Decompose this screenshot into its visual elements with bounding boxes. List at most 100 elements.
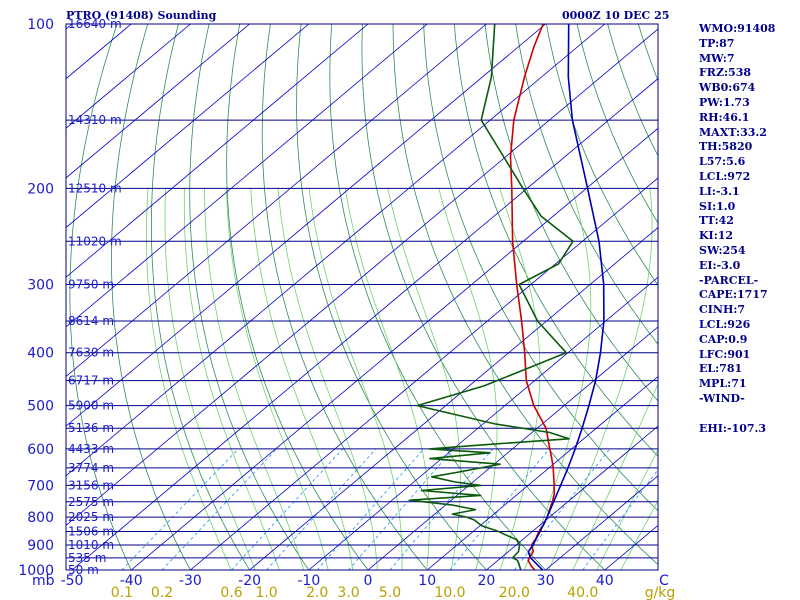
isotherm xyxy=(66,28,658,526)
moist-adiabat xyxy=(308,188,403,570)
mixing-ratio-label: 1.0 xyxy=(255,585,277,600)
mixing-ratio-label: 10.0 xyxy=(434,585,465,600)
moist-adiabat xyxy=(387,188,461,570)
moist-adiabat xyxy=(344,188,430,570)
index-item: MAXT:33.2 xyxy=(699,125,767,139)
isotherm xyxy=(66,24,250,179)
mixing-ratio-line xyxy=(582,469,658,570)
index-item: CAPE:1717 xyxy=(699,288,768,302)
index-item: KI:12 xyxy=(699,229,734,243)
temperature-tick-label: 0 xyxy=(364,573,373,589)
pressure-tick-label: 500 xyxy=(27,399,54,415)
isotherm xyxy=(249,227,658,570)
parcel-profile xyxy=(527,24,605,570)
mixing-ratio-line xyxy=(449,448,550,570)
height-label: 2025 m xyxy=(68,510,114,524)
isotherm xyxy=(190,177,658,570)
height-label: 14310 m xyxy=(68,113,122,127)
height-label: 3156 m xyxy=(68,478,114,492)
dry-adiabat xyxy=(515,24,658,345)
isotherm xyxy=(486,425,658,570)
height-label: 5900 m xyxy=(68,399,114,413)
temperature-tick-label: -30 xyxy=(179,573,202,589)
height-label: 50 m xyxy=(68,563,99,577)
moist-adiabat xyxy=(620,500,658,570)
moist-adiabat xyxy=(146,188,232,570)
index-item: LFC:901 xyxy=(699,347,751,361)
pressure-tick-label: 800 xyxy=(27,510,54,526)
dry-adiabat xyxy=(484,24,658,402)
temperature-tick-label: -50 xyxy=(61,573,84,589)
moist-adiabat xyxy=(438,188,498,570)
isotherm xyxy=(66,24,369,278)
moist-adiabat xyxy=(523,188,592,570)
isotherm xyxy=(66,24,191,129)
dry-adiabat xyxy=(296,24,487,570)
height-label: 12510 m xyxy=(68,181,122,195)
moist-adiabat xyxy=(164,188,256,570)
pressure-tick-label: 1000 xyxy=(18,563,54,579)
mixing-ratio-label: 3.0 xyxy=(337,585,359,600)
index-item: EI:-3.0 xyxy=(699,258,741,272)
height-label: 2575 m xyxy=(68,495,114,509)
index-item: TP:87 xyxy=(699,36,735,50)
index-item: -PARCEL- xyxy=(699,273,759,287)
moist-adiabat xyxy=(226,188,329,570)
dry-adiabat xyxy=(392,24,658,566)
temperature-tick-label: 40 xyxy=(596,573,614,589)
index-item: CINH:7 xyxy=(699,303,746,317)
pressure-tick-label: 100 xyxy=(27,17,54,33)
pressure-tick-label: 700 xyxy=(27,478,54,494)
dry-adiabat xyxy=(69,24,132,570)
index-item: TT:42 xyxy=(699,214,734,228)
moist-adiabat xyxy=(572,382,658,570)
height-label: 5136 m xyxy=(68,421,114,435)
dry-adiabat xyxy=(111,24,191,570)
pressure-tick-label: 900 xyxy=(27,538,54,554)
mixing-ratio-label: 0.1 xyxy=(111,585,133,600)
moist-adiabat xyxy=(548,188,653,570)
mixing-ratio-line xyxy=(121,448,239,570)
pressure-tick-label: 300 xyxy=(27,278,54,294)
isotherm xyxy=(71,78,658,570)
moist-adiabat xyxy=(277,188,378,570)
moist-adiabat xyxy=(250,188,354,570)
chart-title: PTRO (91408) Sounding xyxy=(66,9,217,22)
plot-frame xyxy=(65,23,659,571)
isotherm xyxy=(66,24,428,328)
index-item: -WIND- xyxy=(699,391,745,405)
height-label: 7630 m xyxy=(68,346,114,360)
index-item: MPL:71 xyxy=(699,377,747,391)
temperature-unit-label: C xyxy=(659,573,669,589)
temperature-tick-label: -20 xyxy=(238,573,261,589)
index-item: MW:7 xyxy=(699,51,735,65)
pressure-tick-label: 400 xyxy=(27,346,54,362)
dry-adiabat xyxy=(261,24,428,570)
index-item: LCL:926 xyxy=(699,317,751,331)
temperature-tick-label: 20 xyxy=(477,573,495,589)
dry-adiabat xyxy=(545,24,658,286)
dry-adiabat xyxy=(329,24,547,570)
sounding-profiles xyxy=(409,24,605,570)
temperature-tick-label: -10 xyxy=(297,573,320,589)
height-label: 9750 m xyxy=(68,278,114,292)
mixing-ratio-label: 0.2 xyxy=(151,585,173,600)
dry-adiabat xyxy=(189,24,310,570)
temperature-tick-label: 30 xyxy=(537,573,555,589)
mixing-ratio-line xyxy=(316,448,425,570)
dry-adiabat xyxy=(226,24,369,570)
height-label: 8614 m xyxy=(68,314,114,328)
height-label: 6717 m xyxy=(68,374,114,388)
moist-adiabat xyxy=(183,188,280,570)
isotherm xyxy=(66,24,546,427)
temperature-tick-label: 10 xyxy=(418,573,436,589)
pressure-unit-label: mb xyxy=(32,573,55,589)
isotherm xyxy=(367,326,658,570)
stability-indices-panel: WMO:91408 TP:87 MW:7 FRZ:538 WB0:674 PW:1.73 R… xyxy=(699,22,775,436)
index-item: TH:5820 xyxy=(699,140,753,154)
mixing-ratio-label: 2.0 xyxy=(306,585,328,600)
mixing-ratio-line xyxy=(389,448,494,570)
index-item: EL:781 xyxy=(699,362,743,376)
